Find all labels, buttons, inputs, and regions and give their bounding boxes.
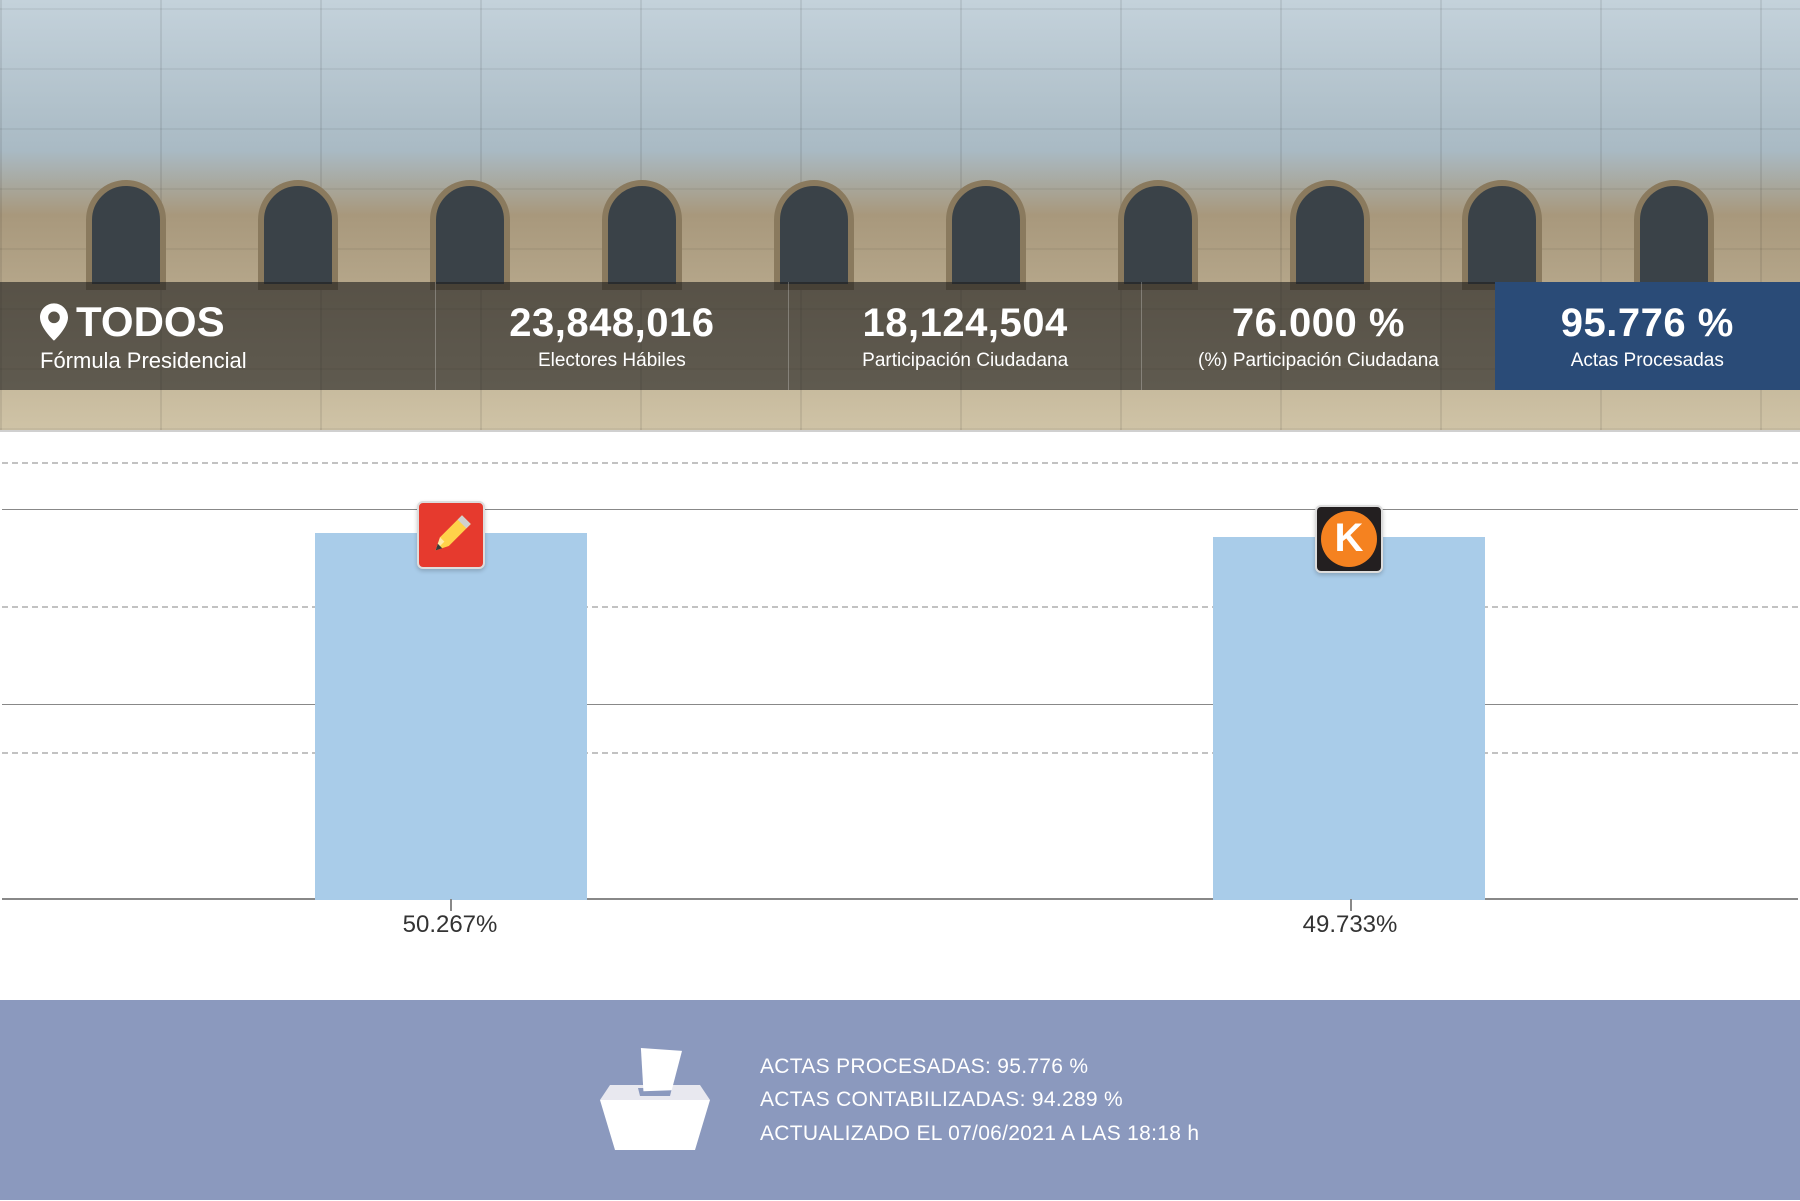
stat-label: Participación Ciudadana — [862, 350, 1068, 372]
stat-value: 76.000 % — [1232, 301, 1405, 346]
hero-banner: TODOS Fórmula Presidencial 23,848,016 El… — [0, 0, 1800, 430]
footer-line-3: ACTUALIZADO EL 07/06/2021 A LAS 18:18 h — [760, 1117, 1199, 1151]
results-chart: K 50.267% 49.733% — [0, 430, 1800, 960]
location-title: TODOS — [76, 298, 225, 346]
stat-participacion-pct: 76.000 % (%) Participación Ciudadana — [1141, 282, 1494, 390]
stat-label: Actas Procesadas — [1571, 350, 1724, 372]
stat-label: (%) Participación Ciudadana — [1198, 350, 1439, 372]
location-subtitle: Fórmula Presidencial — [40, 348, 247, 374]
party-pencil-icon — [417, 501, 485, 569]
bar-candidate-1 — [2, 533, 900, 900]
stats-bar: TODOS Fórmula Presidencial 23,848,016 El… — [0, 282, 1800, 390]
footer-text: ACTAS PROCESADAS: 95.776 % ACTAS CONTABI… — [760, 1050, 1199, 1151]
stat-electores: 23,848,016 Electores Hábiles — [435, 282, 788, 390]
party-k-icon: K — [1315, 505, 1383, 573]
stat-label: Electores Hábiles — [538, 350, 686, 372]
k-letter: K — [1321, 511, 1377, 567]
pct-label-1: 50.267% — [403, 911, 498, 938]
footer-line-2: ACTAS CONTABILIZADAS: 94.289 % — [760, 1083, 1199, 1117]
bar-candidate-2: K — [900, 537, 1798, 900]
footer-band: ACTAS PROCESADAS: 95.776 % ACTAS CONTABI… — [0, 1000, 1800, 1200]
bars-container: K — [2, 462, 1798, 900]
chart-x-labels: 50.267% 49.733% — [0, 900, 1800, 950]
location-cell: TODOS Fórmula Presidencial — [0, 282, 435, 390]
stat-participacion: 18,124,504 Participación Ciudadana — [788, 282, 1141, 390]
location-pin-icon — [40, 303, 68, 341]
building-windows — [0, 180, 1800, 290]
pct-label-2: 49.733% — [1303, 911, 1398, 938]
ballot-box-icon — [590, 1040, 720, 1160]
bar — [315, 533, 587, 900]
stat-value: 18,124,504 — [863, 301, 1068, 346]
stat-value: 23,848,016 — [509, 301, 714, 346]
stat-value: 95.776 % — [1561, 301, 1734, 346]
footer-line-1: ACTAS PROCESADAS: 95.776 % — [760, 1050, 1199, 1084]
chart-plot: K — [2, 462, 1798, 900]
stat-actas-procesadas: 95.776 % Actas Procesadas — [1495, 282, 1800, 390]
bar: K — [1213, 537, 1485, 900]
